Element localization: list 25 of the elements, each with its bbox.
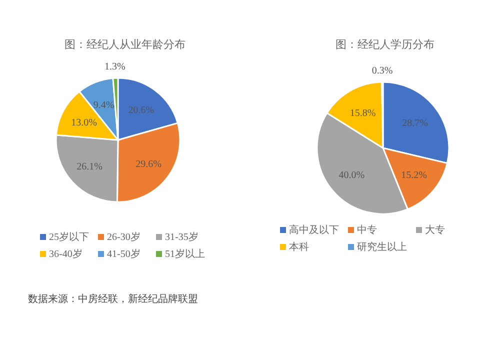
legend-label: 高中及以下: [289, 224, 339, 236]
legend-label: 本科: [289, 241, 309, 253]
chart-title: 图：经纪人从业年龄分布: [64, 38, 186, 51]
data-label: 15.8%: [350, 108, 376, 119]
data-label: 20.6%: [128, 104, 154, 116]
data-label: 26.1%: [76, 161, 102, 172]
legend-label: 大专: [425, 224, 445, 236]
data-label: 15.2%: [401, 170, 427, 182]
data-label: 29.6%: [136, 158, 162, 170]
data-label: 28.7%: [402, 118, 428, 130]
legend-label: 36-40岁: [49, 248, 82, 260]
legend-label: 41-50岁: [107, 248, 140, 260]
legend-label: 51岁以上: [165, 248, 205, 260]
legend-label: 研究生以上: [357, 241, 407, 253]
source-note: 数据来源：中房经联，新经纪品牌联盟: [28, 293, 198, 305]
data-label: 9.4%: [93, 100, 114, 111]
data-label: 40.0%: [338, 170, 365, 181]
data-label: 0.3%: [372, 66, 393, 77]
chart-title: 图：经纪人学历分布: [336, 39, 434, 51]
data-label: 1.3%: [104, 62, 126, 73]
legend-label: 26-30岁: [107, 231, 140, 243]
data-label: 13.0%: [71, 117, 98, 128]
legend-label: 中专: [357, 224, 377, 236]
legend-label: 25岁以下: [49, 231, 89, 243]
legend-label: 31-35岁: [165, 231, 198, 243]
